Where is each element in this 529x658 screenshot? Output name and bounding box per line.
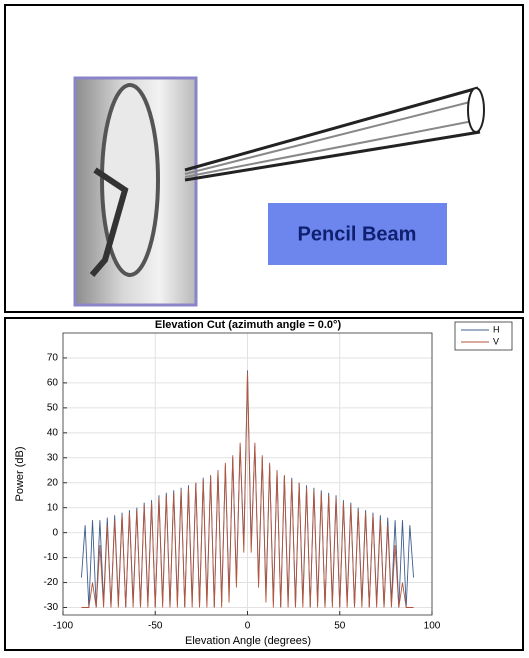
legend-box <box>454 321 513 351</box>
beam-end <box>467 87 485 133</box>
y-tick-label: -10 <box>44 552 59 563</box>
y-tick-label: 50 <box>47 403 59 414</box>
y-tick-label: 0 <box>52 527 58 538</box>
y-tick-label: 60 <box>47 378 59 389</box>
chart: Elevation Cut (azimuth angle = 0.0°) Ele… <box>14 319 513 647</box>
y-tick-label: 40 <box>47 427 59 438</box>
legend-label: V <box>493 336 499 346</box>
y-axis-label: Power (dB) <box>14 446 26 501</box>
series-line <box>81 372 414 608</box>
label-box <box>268 203 447 265</box>
chart-title: Elevation Cut (azimuth angle = 0.0°) <box>155 319 342 331</box>
beam-outline <box>184 86 481 182</box>
x-tick-label: 0 <box>245 621 251 632</box>
y-tick-label: 20 <box>47 477 59 488</box>
dish-mount <box>89 167 129 277</box>
y-tick-label: 70 <box>47 353 59 364</box>
y-tick-label: -30 <box>44 602 59 613</box>
x-tick-label: -100 <box>53 621 73 632</box>
y-tick-label: -20 <box>44 577 59 588</box>
x-tick-label: 100 <box>424 621 441 632</box>
x-tick-label: 50 <box>334 621 346 632</box>
diagram-label: Pencil Beam <box>298 223 417 245</box>
beam-shade <box>184 99 479 178</box>
plot-frame <box>62 332 433 616</box>
x-axis-label: Elevation Angle (degrees) <box>185 635 311 647</box>
y-tick-label: 10 <box>47 502 59 513</box>
y-tick-label: 30 <box>47 452 59 463</box>
legend-label: H <box>493 324 500 334</box>
series-line <box>81 370 414 608</box>
x-tick-label: -50 <box>148 621 163 632</box>
